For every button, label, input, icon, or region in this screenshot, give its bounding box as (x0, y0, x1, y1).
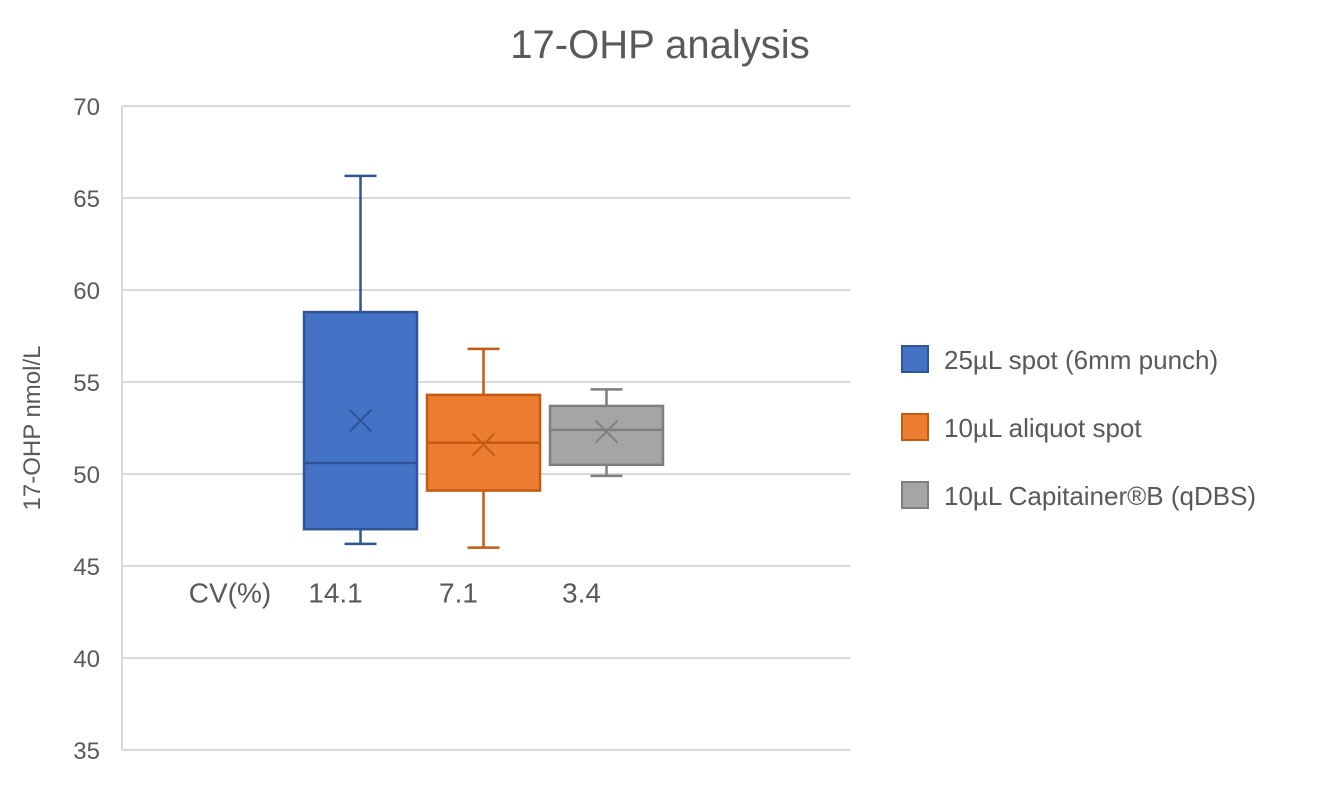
box-3 (548, 388, 665, 478)
y-tick-label: 40 (73, 646, 100, 673)
y-tick-label: 60 (73, 278, 100, 305)
y-axis-label: 17-OHP nmol/L (19, 346, 46, 511)
legend-item: 10µL Capitainer®B (qDBS) (901, 481, 1256, 511)
box-1 (302, 174, 419, 546)
y-tick-label: 45 (73, 554, 100, 581)
box-2 (425, 347, 542, 549)
legend-swatch (901, 481, 929, 509)
mean-marker (471, 432, 496, 457)
legend-label: 25µL spot (6mm punch) (944, 345, 1218, 375)
cv-value: 3.4 (562, 578, 601, 609)
legend-label: 10µL aliquot spot (944, 413, 1142, 443)
y-tick-label: 50 (73, 462, 100, 489)
legend-swatch (901, 413, 929, 441)
y-tick-label: 55 (73, 370, 100, 397)
chart-title: 17-OHP analysis (510, 23, 809, 67)
y-tick-label: 35 (73, 738, 100, 765)
legend-item: 25µL spot (6mm punch) (901, 345, 1218, 375)
cv-value: 7.1 (439, 578, 478, 609)
y-tick-label: 70 (73, 94, 100, 121)
mean-marker (348, 408, 373, 433)
mean-marker (594, 419, 619, 444)
cv-label: CV(%) (189, 578, 271, 609)
iqr-box (548, 404, 665, 467)
cv-value: 14.1 (308, 578, 363, 609)
legend-label: 10µL Capitainer®B (qDBS) (944, 481, 1256, 511)
y-tick-label: 65 (73, 186, 100, 213)
legend-swatch (901, 345, 929, 373)
legend-item: 10µL aliquot spot (901, 413, 1142, 443)
